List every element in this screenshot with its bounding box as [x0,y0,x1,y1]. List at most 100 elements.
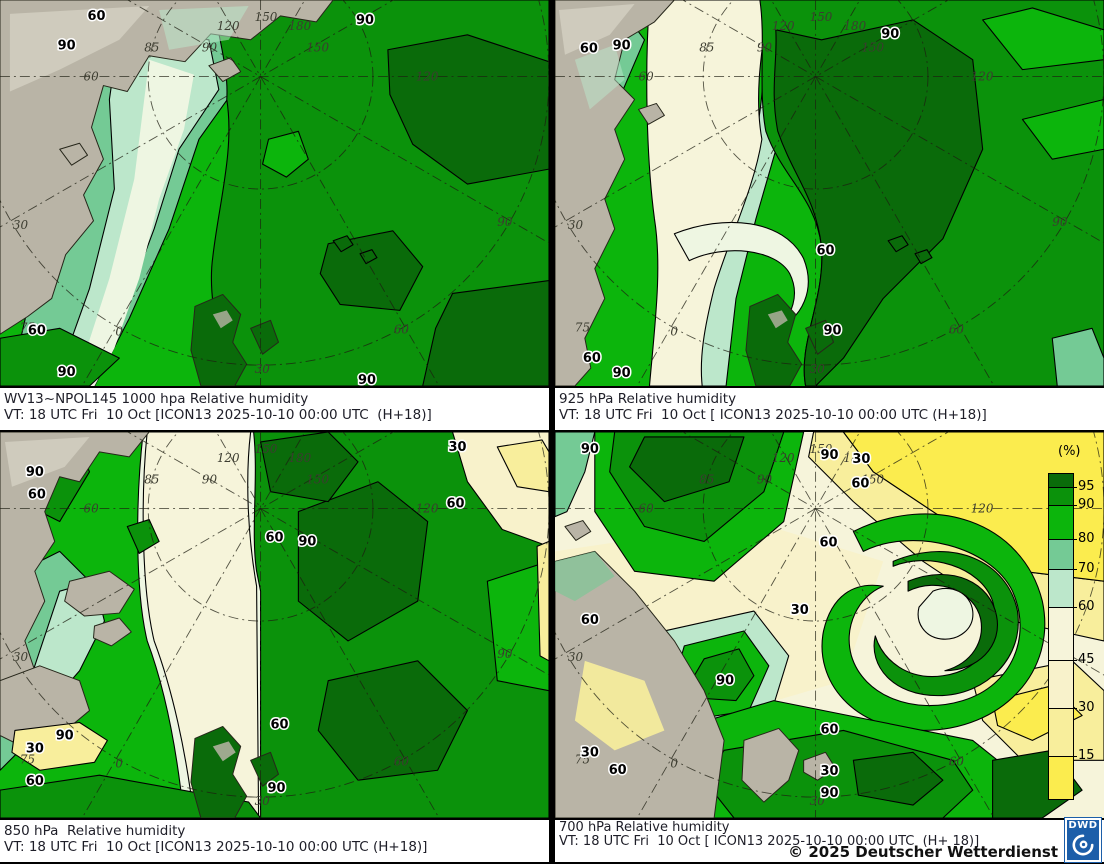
svg-text:90: 90 [497,647,513,661]
svg-text:120: 120 [971,70,994,84]
svg-text:90: 90 [56,728,74,743]
svg-text:90: 90 [58,39,76,54]
svg-text:0: 0 [115,324,123,338]
svg-text:85: 85 [144,473,159,487]
panel-925hpa: 120 150 180 90 150 85 60 120 90 30 0 75 30 60 60 90 90 60… [555,0,1104,386]
svg-text:90: 90 [757,473,773,487]
svg-text:180: 180 [288,19,311,33]
svg-text:60: 60 [639,70,655,84]
svg-text:60: 60 [394,754,410,768]
dwd-logo: DWD [1064,817,1102,863]
dwd-logo-text: DWD [1068,820,1098,831]
svg-text:30: 30 [581,745,599,760]
svg-text:120: 120 [971,502,994,516]
svg-text:85: 85 [699,41,714,55]
svg-text:90: 90 [824,323,842,338]
svg-text:90: 90 [358,373,376,386]
caption-925hpa: 925 hPa Relative humidity VT: 18 UTC Fri… [555,386,1104,432]
copyright-text: © 2025 Deutscher Wetterdienst [788,843,1058,861]
caption-850hpa: 850 hPa Relative humidity VT: 18 UTC Fri… [0,818,549,864]
caption-vt-925: VT: 18 UTC Fri 10 Oct [ ICON13 2025-10-1… [559,407,987,423]
svg-text:0: 0 [115,756,123,770]
svg-text:60: 60 [851,477,869,492]
svg-text:60: 60 [639,502,655,516]
svg-text:90: 90 [613,366,631,381]
svg-text:60: 60 [447,497,465,512]
svg-text:75: 75 [575,752,590,766]
svg-text:30: 30 [568,650,584,664]
svg-text:120: 120 [416,502,439,516]
colorbar-blocks [1048,473,1074,800]
caption-700hpa: 700 hPa Relative humidity VT: 18 UTC Fri… [555,818,1104,864]
caption-vt-1000: VT: 18 UTC Fri 10 Oct [ICON13 2025-10-10… [4,407,432,423]
svg-text:60: 60 [583,351,601,366]
svg-text:0: 0 [670,756,678,770]
svg-text:30: 30 [852,452,870,467]
panel-1000hpa: 120 150 180 90 150 85 60 120 90 30 0 75 30 60 60 90 90 60… [0,0,549,386]
caption-title-850: 850 hPa Relative humidity [4,823,186,839]
svg-text:75: 75 [20,320,35,334]
svg-text:60: 60 [580,42,598,57]
map-labels-1000: 120 150 180 90 150 85 60 120 90 30 0 75 30 60 60 90 90 60… [13,7,513,386]
svg-text:60: 60 [609,763,627,778]
svg-text:30: 30 [791,603,809,618]
svg-text:90: 90 [757,41,773,55]
svg-text:60: 60 [817,244,835,259]
colorbar-unit-label: (%) [1058,444,1081,459]
svg-text:30: 30 [13,218,29,232]
svg-text:90: 90 [613,39,631,54]
svg-text:90: 90 [58,365,76,380]
svg-text:30: 30 [13,650,29,664]
svg-text:75: 75 [575,320,590,334]
svg-text:90: 90 [202,41,218,55]
svg-text:120: 120 [416,70,439,84]
svg-text:75: 75 [20,752,35,766]
panel-850hpa: 120 150 180 90 150 85 60 120 90 30 0 75 30 60 90 60 30 60… [0,432,549,818]
svg-text:90: 90 [716,674,734,689]
svg-text:180: 180 [843,19,866,33]
svg-text:150: 150 [255,10,278,24]
svg-text:60: 60 [394,322,410,336]
panel-700hpa: 1201501809015085601209030075306090903060… [555,432,1104,818]
map-700hpa: 1201501809015085601209030075306090903060… [555,432,1104,818]
svg-text:120: 120 [217,451,240,465]
svg-text:60: 60 [581,613,599,628]
svg-text:60: 60 [88,9,106,24]
svg-text:60: 60 [266,530,284,545]
svg-text:90: 90 [1052,215,1068,229]
caption-vt-850: VT: 18 UTC Fri 10 Oct [ICON13 2025-10-10… [4,839,428,855]
svg-text:150: 150 [306,41,329,55]
caption-vt-700: VT: 18 UTC Fri 10 Oct [ ICON13 2025-10-1… [559,834,980,849]
svg-text:90: 90 [881,27,899,42]
svg-text:30: 30 [255,362,271,376]
svg-text:120: 120 [772,451,795,465]
svg-text:90: 90 [298,534,316,549]
svg-text:90: 90 [497,215,513,229]
svg-text:180: 180 [288,451,311,465]
svg-text:85: 85 [699,473,714,487]
svg-text:60: 60 [84,70,100,84]
svg-text:30: 30 [821,764,839,779]
svg-text:60: 60 [84,502,100,516]
svg-text:30: 30 [255,794,271,808]
dwd-spiral-icon [1072,834,1094,856]
svg-text:150: 150 [861,473,884,487]
svg-text:85: 85 [144,41,159,55]
svg-text:90: 90 [821,786,839,801]
map-1000hpa: 120 150 180 90 150 85 60 120 90 30 0 75 30 60 60 90 90 60… [0,0,549,386]
svg-text:30: 30 [810,362,826,376]
svg-text:120: 120 [772,19,795,33]
svg-text:30: 30 [810,794,826,808]
svg-text:120: 120 [217,19,240,33]
svg-text:60: 60 [28,488,46,503]
svg-text:30: 30 [449,440,467,455]
caption-title-1000: WV13~NPOL145 1000 hpa Relative humidity [4,391,309,407]
svg-text:60: 60 [949,754,965,768]
caption-1000hpa: WV13~NPOL145 1000 hpa Relative humidity … [0,386,549,432]
caption-title-925: 925 hPa Relative humidity [559,391,737,407]
svg-text:90: 90 [202,473,218,487]
